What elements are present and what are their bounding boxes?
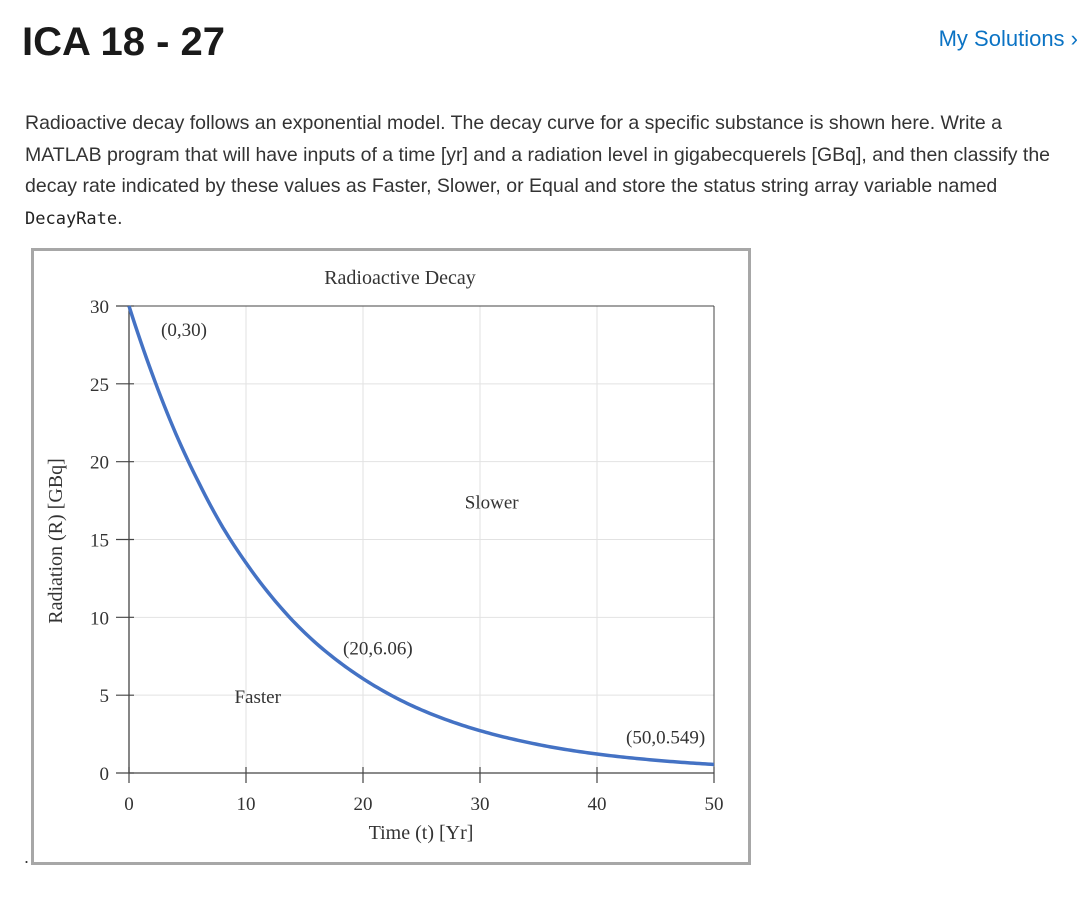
y-tick-label: 25 [90,375,109,396]
y-tick-label: 0 [100,764,110,785]
decay-chart: Radioactive Decay 0 10 20 30 40 50 0 5 10 15 20 25 3… [45,267,724,844]
point-label: (20,6.06) [343,639,413,660]
figure-frame: Radioactive Decay 0 10 20 30 40 50 0 5 10 15 20 25 3… [31,248,751,865]
y-axis-label: Radiation (R) [GBq] [45,458,67,624]
x-tick-label: 40 [588,794,607,815]
problem-text: Radioactive decay follows an exponential… [25,112,1051,197]
my-solutions-link[interactable]: My Solutions › [938,26,1078,51]
x-axis-label: Time (t) [Yr] [369,822,474,844]
chart-series [127,305,715,767]
y-tick-label: 5 [100,686,110,707]
chart-annotations: (0,30) (20,6.06) (50,0.549) Slower Faster [161,320,705,748]
x-tick-label: 30 [471,794,490,815]
decay-curve-line [127,305,715,767]
y-tick-label: 10 [90,608,109,629]
page-title: ICA 18 - 27 [22,20,226,64]
trailing-period: . [24,847,30,867]
chart-grid [128,305,715,774]
point-label: (50,0.549) [626,727,705,748]
x-tick-label: 10 [237,794,256,815]
x-tick-label: 20 [354,794,373,815]
code-variable: DecayRate [25,208,118,229]
x-tick-label: 50 [705,794,724,815]
region-label: Faster [234,687,281,708]
chart-title: Radioactive Decay [324,267,476,289]
problem-text-end: . [117,206,123,229]
y-tick-label: 30 [90,297,109,318]
chart-ticks: 0 10 20 30 40 50 0 5 10 15 20 25 30 [90,297,724,815]
problem-description: Radioactive decay follows an exponential… [25,108,1055,235]
point-label: (0,30) [161,320,207,341]
y-tick-label: 20 [90,453,109,474]
x-tick-label: 0 [124,794,134,815]
region-label: Slower [465,492,520,513]
y-tick-label: 15 [90,531,109,552]
